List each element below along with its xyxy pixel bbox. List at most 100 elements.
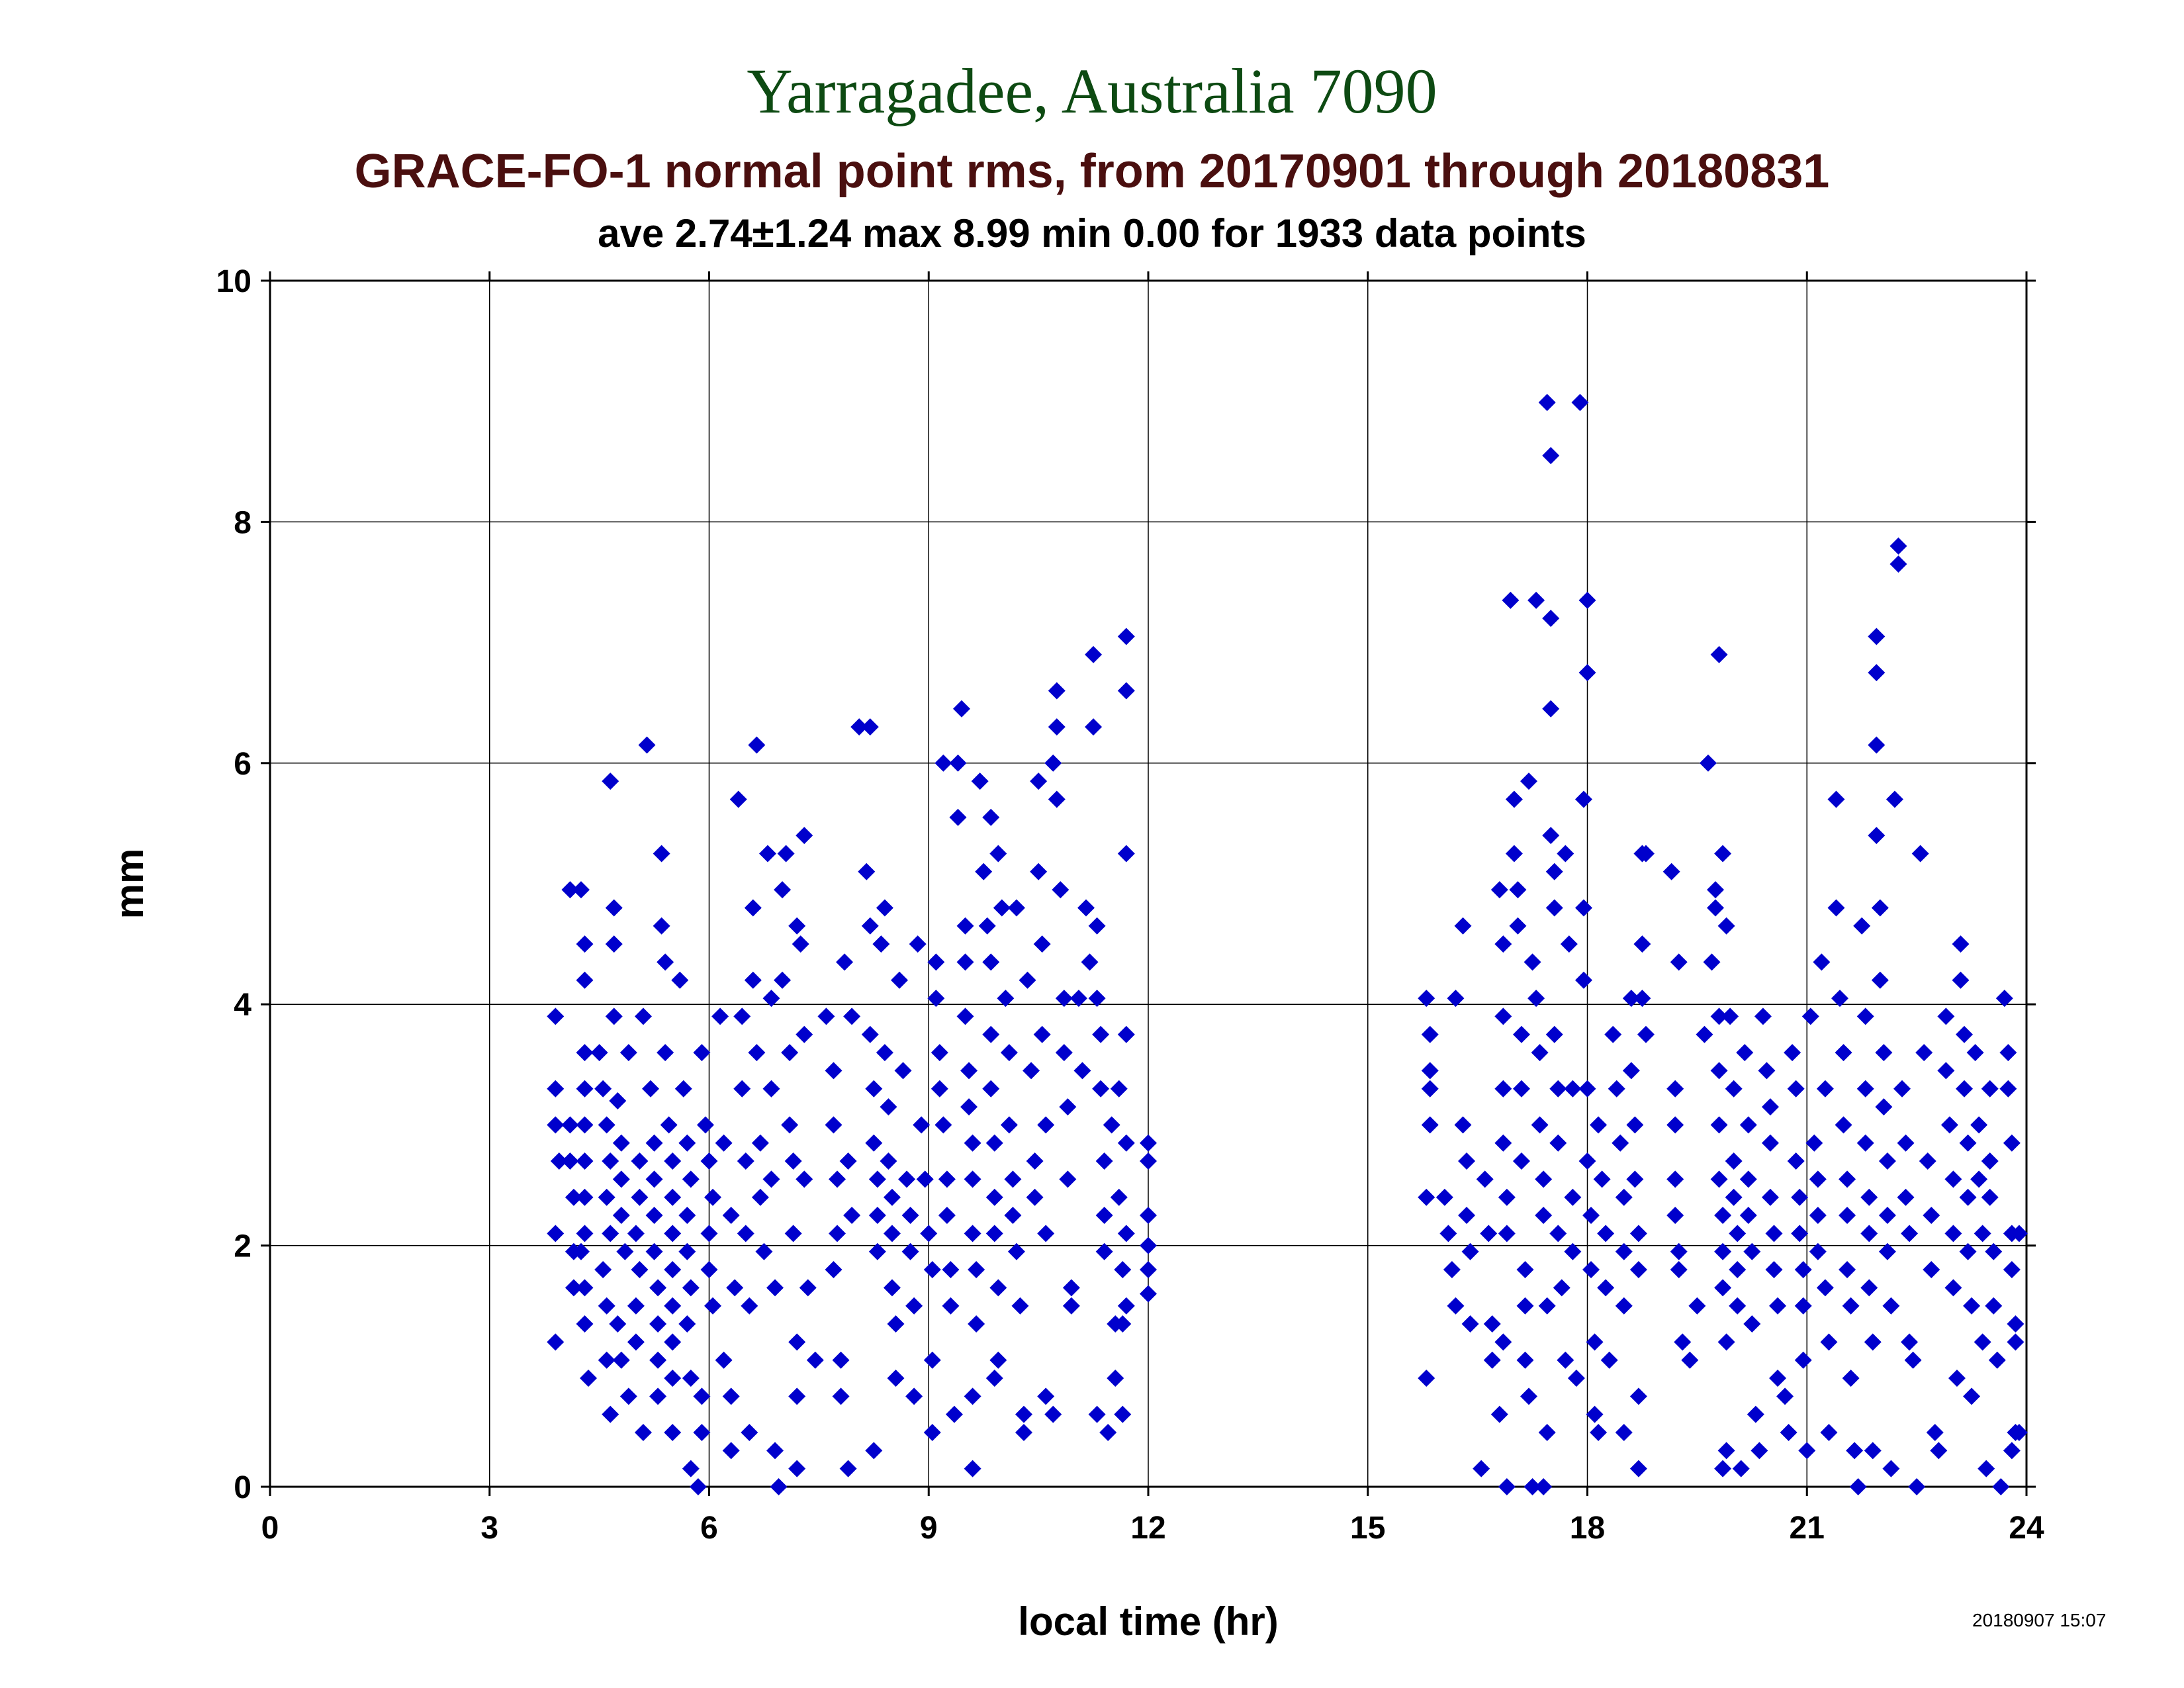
data-point bbox=[1114, 1261, 1132, 1279]
data-point bbox=[960, 1062, 978, 1080]
data-point bbox=[682, 1279, 700, 1297]
data-point bbox=[1911, 845, 1929, 863]
data-point bbox=[1557, 1351, 1574, 1369]
data-point bbox=[985, 1370, 1003, 1387]
data-point bbox=[660, 1116, 678, 1134]
data-point bbox=[1839, 1261, 1856, 1279]
data-point bbox=[1761, 1188, 1779, 1206]
x-tick-labels: 0 3 6 9 12 15 18 21 24 bbox=[261, 1511, 2044, 1546]
data-point bbox=[1421, 1025, 1439, 1043]
data-point bbox=[1633, 935, 1651, 953]
data-point bbox=[1856, 1008, 1874, 1025]
data-point bbox=[1820, 1333, 1838, 1351]
data-point bbox=[985, 1134, 1003, 1152]
data-point bbox=[1710, 1170, 1728, 1188]
data-point bbox=[788, 1460, 806, 1477]
data-point bbox=[1088, 990, 1106, 1008]
x-tick-label: 6 bbox=[700, 1511, 718, 1546]
data-point bbox=[1524, 1478, 1541, 1495]
x-tick-label: 0 bbox=[261, 1511, 279, 1546]
data-point bbox=[1666, 1116, 1684, 1134]
data-point bbox=[989, 1351, 1007, 1369]
data-point bbox=[1835, 1044, 1852, 1062]
data-point bbox=[1604, 1025, 1622, 1043]
data-point bbox=[1527, 591, 1545, 609]
data-point bbox=[1846, 1442, 1864, 1460]
data-point bbox=[1549, 1225, 1567, 1243]
data-point bbox=[1860, 1279, 1878, 1297]
data-point bbox=[1117, 845, 1135, 863]
data-point bbox=[598, 1188, 615, 1206]
data-point bbox=[565, 1188, 582, 1206]
data-point bbox=[1454, 917, 1472, 935]
chart-subtitle: GRACE-FO-1 normal point rms, from 201709… bbox=[354, 145, 1830, 198]
data-point bbox=[674, 1080, 692, 1098]
data-point bbox=[989, 845, 1007, 863]
data-point bbox=[1007, 1243, 1025, 1260]
data-point bbox=[1418, 1370, 1435, 1387]
data-point bbox=[1827, 899, 1845, 917]
data-point bbox=[1553, 1279, 1570, 1297]
data-point bbox=[576, 1116, 594, 1134]
data-point bbox=[1696, 1025, 1713, 1043]
data-point bbox=[949, 808, 967, 826]
data-point bbox=[927, 953, 945, 971]
data-point bbox=[1443, 1261, 1461, 1279]
data-point bbox=[657, 1044, 674, 1062]
data-point bbox=[1593, 1170, 1611, 1188]
data-point bbox=[916, 1170, 934, 1188]
data-point bbox=[1699, 754, 1717, 772]
data-point bbox=[1666, 1080, 1684, 1098]
data-point bbox=[602, 1225, 619, 1243]
data-point bbox=[1729, 1297, 1747, 1315]
data-point bbox=[1117, 1297, 1135, 1315]
data-point bbox=[616, 1243, 634, 1260]
y-axis-label: mm bbox=[107, 849, 152, 919]
data-point bbox=[1688, 1297, 1706, 1315]
data-point bbox=[832, 1351, 850, 1369]
data-point bbox=[634, 1424, 652, 1442]
data-point bbox=[1564, 1080, 1582, 1098]
data-point bbox=[1578, 591, 1596, 609]
y-tick-label: 0 bbox=[234, 1470, 251, 1505]
data-point bbox=[1853, 917, 1871, 935]
data-point bbox=[547, 1116, 565, 1134]
data-point bbox=[1839, 1207, 1856, 1225]
data-point bbox=[1882, 1297, 1900, 1315]
data-point bbox=[1421, 1116, 1439, 1134]
data-point bbox=[931, 1080, 948, 1098]
data-point bbox=[1864, 1442, 1882, 1460]
data-point bbox=[1498, 1188, 1516, 1206]
data-point bbox=[839, 1152, 857, 1170]
data-point bbox=[1897, 1188, 1915, 1206]
data-point bbox=[1578, 1152, 1596, 1170]
data-point bbox=[1725, 1188, 1743, 1206]
data-point bbox=[1729, 1261, 1747, 1279]
y-tick-labels: 0 2 4 6 8 10 bbox=[216, 264, 252, 1505]
data-point bbox=[861, 718, 879, 736]
data-point bbox=[1868, 664, 1886, 682]
data-point bbox=[693, 1387, 711, 1405]
data-point bbox=[1447, 990, 1465, 1008]
data-point bbox=[868, 1207, 886, 1225]
data-point bbox=[1707, 881, 1725, 899]
data-point bbox=[891, 971, 909, 989]
data-point bbox=[799, 1279, 817, 1297]
data-point bbox=[1077, 899, 1095, 917]
data-point bbox=[865, 1134, 883, 1152]
data-point bbox=[1447, 1297, 1465, 1315]
data-point bbox=[1000, 1116, 1018, 1134]
data-point bbox=[1615, 1297, 1633, 1315]
data-point bbox=[1875, 1044, 1893, 1062]
x-tick-label: 15 bbox=[1350, 1511, 1385, 1546]
data-point bbox=[1117, 682, 1135, 700]
data-point bbox=[1564, 1243, 1582, 1260]
data-point bbox=[781, 1044, 799, 1062]
data-point bbox=[1590, 1424, 1608, 1442]
data-point bbox=[2007, 1333, 2025, 1351]
data-point bbox=[843, 1008, 861, 1025]
data-point bbox=[817, 1008, 835, 1025]
data-point bbox=[964, 1460, 981, 1477]
data-point bbox=[1461, 1315, 1479, 1333]
data-point bbox=[1985, 1243, 2003, 1260]
